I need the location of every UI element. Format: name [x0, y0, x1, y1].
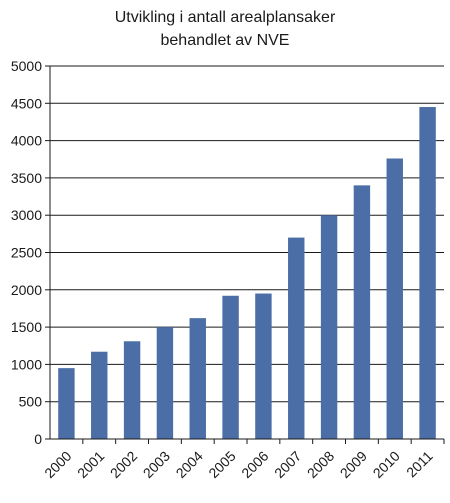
y-tick-label: 3000 — [11, 207, 42, 223]
bar-2006 — [255, 293, 272, 439]
y-tick-label: 0 — [34, 431, 42, 447]
x-tick-labels: 2000 2001 2002 2003 2004 2005 2006 2007 2008 2009… — [41, 448, 436, 481]
bar-2010 — [386, 158, 403, 439]
chart-title-line-2: behandlet av NVE — [160, 32, 290, 49]
y-tick-labels: 0 500 1000 1500 2000 2500 3000 3500 4000 4500 5000 — [11, 58, 42, 447]
x-tick-label: 2001 — [74, 448, 107, 481]
x-tick-label: 2009 — [337, 448, 370, 481]
bar-2011 — [419, 107, 436, 439]
x-tick-label: 2010 — [370, 448, 403, 481]
x-tick-label: 2003 — [140, 448, 173, 481]
x-tick-label: 2011 — [403, 448, 436, 481]
y-tick-label: 500 — [19, 394, 43, 410]
chart-title-line-1: Utvikling i antall arealplansaker — [114, 9, 336, 26]
bar-2001 — [91, 351, 108, 439]
axes — [49, 66, 444, 440]
y-tick-label: 3500 — [11, 170, 42, 186]
x-tick-label: 2006 — [238, 448, 271, 481]
x-tick-label: 2008 — [304, 448, 337, 481]
y-tick-label: 2000 — [11, 282, 42, 298]
x-tick-label: 2000 — [41, 448, 74, 481]
bar-2005 — [222, 295, 239, 439]
y-tick-label: 1000 — [11, 356, 42, 372]
bars — [58, 107, 436, 439]
bar-2002 — [123, 341, 141, 439]
bar-2003 — [156, 327, 174, 439]
x-tick-label: 2005 — [205, 448, 238, 481]
y-tick-label: 4500 — [11, 95, 42, 111]
x-tick-label: 2004 — [173, 448, 206, 481]
bar-2007 — [288, 237, 305, 439]
bar-2008 — [320, 215, 338, 439]
bar-2004 — [189, 318, 206, 439]
bar-2000 — [58, 368, 75, 439]
y-tick-label: 4000 — [11, 133, 42, 149]
y-tick-label: 2500 — [11, 245, 42, 261]
x-tick-label: 2002 — [107, 448, 140, 481]
x-tick-label: 2007 — [271, 448, 304, 481]
chart-title: Utvikling i antall arealplansaker behand… — [0, 6, 450, 52]
bar-2009 — [353, 185, 371, 439]
y-tick-label: 5000 — [11, 58, 42, 74]
y-tick-label: 1500 — [11, 319, 42, 335]
gridlines — [45, 65, 445, 444]
